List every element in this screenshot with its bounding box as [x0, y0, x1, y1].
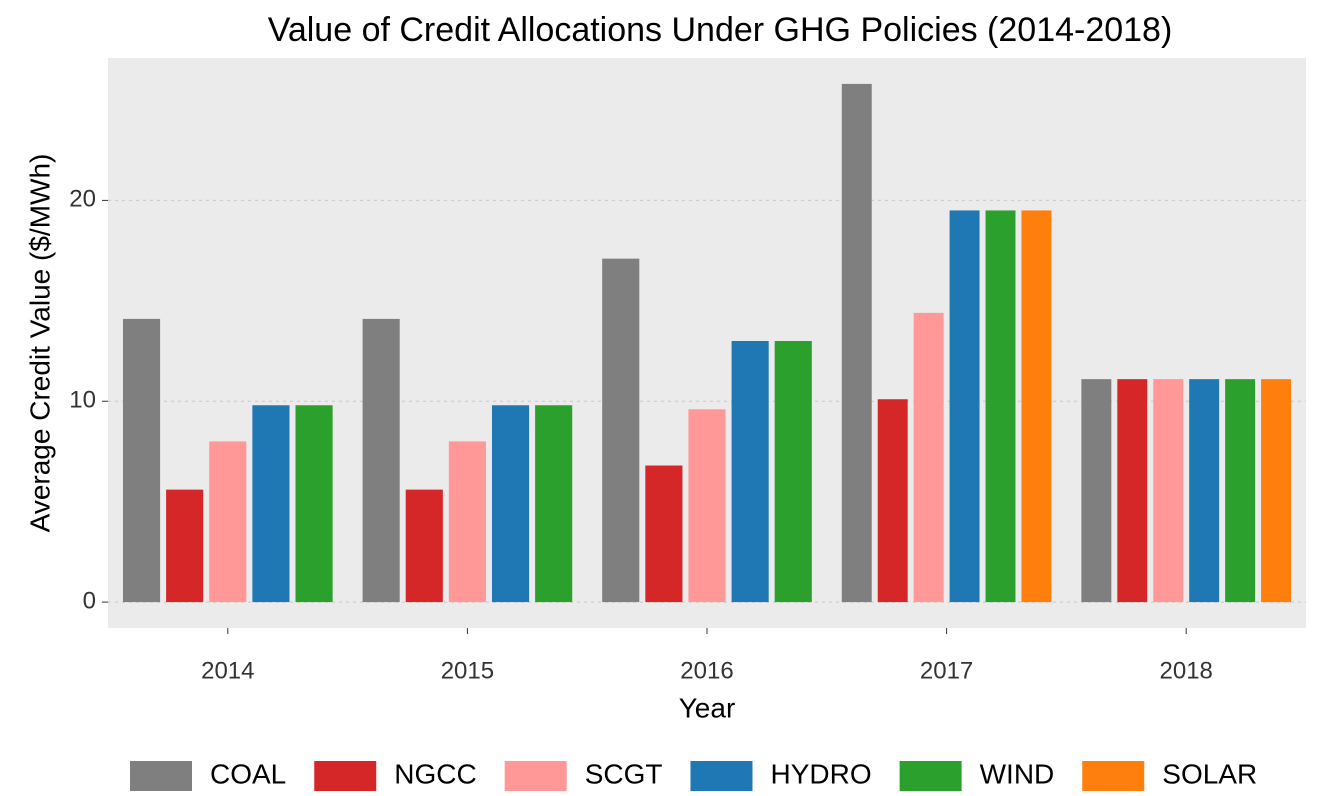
legend-label: WIND — [980, 758, 1055, 789]
bar — [491, 405, 530, 603]
y-tick-label: 20 — [69, 186, 96, 213]
bar — [1021, 210, 1052, 603]
y-tick-label: 0 — [83, 587, 96, 614]
bar — [1261, 379, 1292, 603]
legend-swatch — [690, 761, 753, 791]
legend-swatch — [130, 761, 192, 791]
bar — [1117, 379, 1148, 603]
legend-swatch — [504, 761, 567, 791]
bar — [362, 318, 400, 603]
bar — [841, 83, 872, 603]
x-tick-label: 2017 — [920, 657, 973, 684]
bar — [602, 258, 640, 603]
legend-label: SOLAR — [1162, 758, 1257, 789]
x-tick-label: 2018 — [1160, 657, 1213, 684]
legend-label: SCGT — [585, 758, 663, 789]
x-tick-label: 2015 — [441, 657, 494, 684]
bar — [252, 405, 290, 603]
y-axis-label: Average Credit Value ($/MWh) — [24, 154, 55, 533]
x-tick-label: 2016 — [680, 657, 733, 684]
legend-label: COAL — [210, 758, 286, 789]
bar — [535, 405, 573, 603]
bar — [405, 489, 443, 603]
bar — [1225, 379, 1256, 603]
legend-label: NGCC — [394, 758, 476, 789]
bar — [448, 441, 486, 603]
legend-label: HYDRO — [770, 758, 871, 789]
bar — [1189, 379, 1220, 603]
y-tick-label: 10 — [69, 387, 96, 414]
bar — [985, 210, 1016, 603]
chart-title: Value of Credit Allocations Under GHG Po… — [268, 11, 1173, 49]
x-tick-label: 2014 — [201, 657, 254, 684]
bar — [166, 489, 204, 603]
bar — [913, 312, 944, 603]
bar — [1153, 379, 1184, 603]
legend-swatch — [899, 761, 962, 791]
bar — [209, 441, 247, 603]
bar — [645, 465, 683, 603]
legend-swatch — [314, 761, 377, 791]
bar — [688, 409, 726, 603]
bar — [731, 340, 769, 603]
bar — [774, 340, 812, 603]
bar — [295, 405, 333, 603]
bar — [949, 210, 980, 603]
bar — [877, 399, 908, 603]
x-axis-label: Year — [679, 692, 736, 723]
bar — [122, 318, 161, 603]
bar — [1081, 379, 1112, 603]
legend-swatch — [1082, 761, 1145, 791]
